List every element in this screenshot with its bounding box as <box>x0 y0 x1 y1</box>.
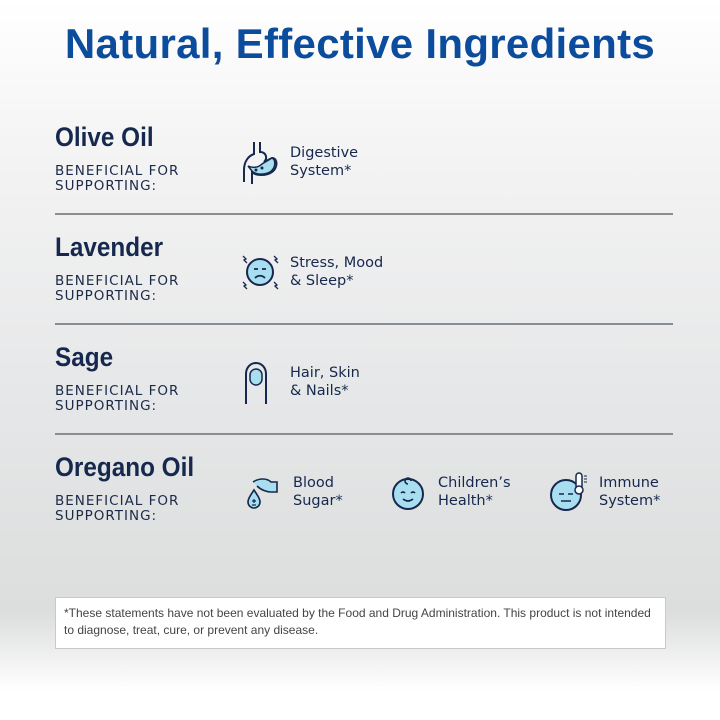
benefit-label: System* <box>290 163 352 179</box>
benefit-immune-system: Immune System* <box>549 470 660 514</box>
benefit-label: Children’s <box>438 475 511 491</box>
ingredient-oregano-oil: Oregano Oil BENEFICIAL FOR SUPPORTING: B… <box>55 452 673 562</box>
ingredient-name: Olive Oil <box>55 122 154 152</box>
stomach-icon <box>243 142 278 184</box>
benefit-digestive: Digestive System* <box>240 140 358 184</box>
ingredient-olive-oil: Olive Oil BENEFICIAL FOR SUPPORTING: Dig… <box>55 122 673 232</box>
benefit-label: Digestive <box>290 145 359 161</box>
benefit-blood-sugar: Blood Sugar* <box>243 470 343 514</box>
ingredient-subtitle: BENEFICIAL FOR SUPPORTING: <box>55 163 180 194</box>
divider <box>55 323 673 325</box>
baby-face-icon <box>392 477 424 510</box>
benefit-label: System* <box>599 493 661 509</box>
disclaimer: *These statements have not been evaluate… <box>55 597 666 649</box>
divider <box>55 433 673 435</box>
ingredient-name: Sage <box>55 342 114 372</box>
ingredient-subtitle: BENEFICIAL FOR SUPPORTING: <box>55 273 180 304</box>
benefit-label: Immune <box>599 475 659 491</box>
thermometer-face-icon <box>550 472 587 511</box>
page-title: Natural, Effective Ingredients <box>64 20 656 67</box>
ingredient-sage: Sage BENEFICIAL FOR SUPPORTING: Hair, Sk… <box>55 342 673 452</box>
benefit-label: Health* <box>438 493 493 509</box>
ingredient-name: Oregano Oil <box>55 452 195 482</box>
divider <box>55 213 673 215</box>
ingredient-subtitle: BENEFICIAL FOR SUPPORTING: <box>55 493 180 524</box>
benefit-label: Stress, Mood <box>290 255 384 271</box>
benefit-label: Blood <box>293 475 334 491</box>
benefit-hair-skin-nails: Hair, Skin & Nails* <box>240 360 360 404</box>
benefit-label: Sugar* <box>293 493 343 509</box>
ingredient-subtitle: BENEFICIAL FOR SUPPORTING: <box>55 383 180 414</box>
benefit-label: & Nails* <box>290 383 349 399</box>
benefit-childrens-health: Children’s Health* <box>388 470 511 514</box>
benefit-label: & Sleep* <box>290 273 354 289</box>
stressed-face-icon <box>242 255 279 290</box>
fingernail-icon <box>245 361 267 404</box>
ingredient-name: Lavender <box>55 232 164 262</box>
benefit-label: Hair, Skin <box>290 365 360 381</box>
blood-drop-hand-icon <box>247 478 278 509</box>
ingredient-lavender: Lavender BENEFICIAL FOR SUPPORTING: Stre… <box>55 232 673 342</box>
benefit-stress: Stress, Mood & Sleep* <box>240 250 383 294</box>
